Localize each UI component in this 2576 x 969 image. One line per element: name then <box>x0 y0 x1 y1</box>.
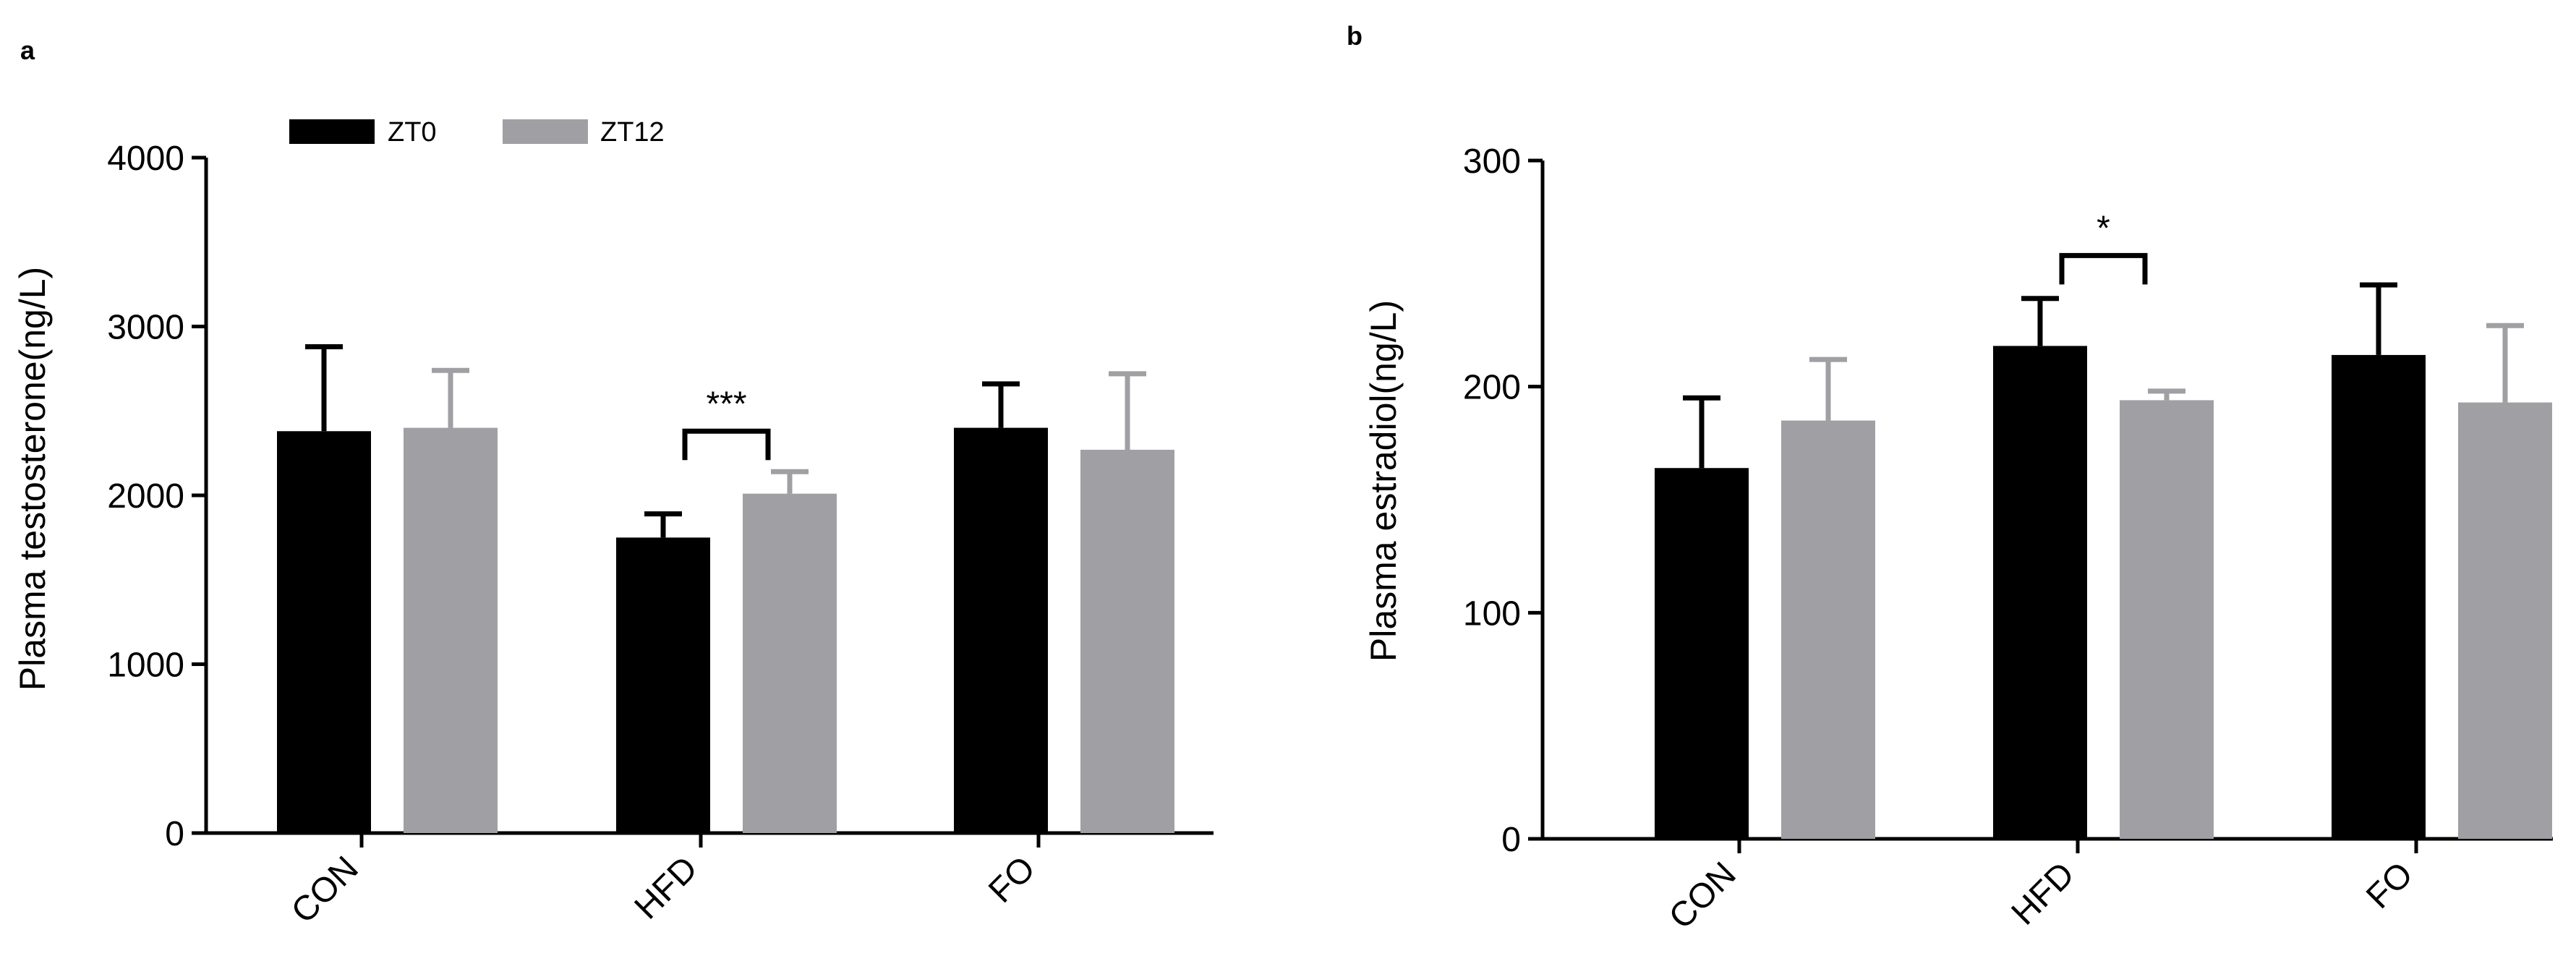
x-tick-label: CON <box>1662 855 1744 936</box>
y-tick-label: 3000 <box>107 309 184 347</box>
legend-label-zt0: ZT0 <box>388 117 437 148</box>
bar <box>277 431 371 833</box>
x-tick-label: HFD <box>2005 855 2082 932</box>
legend-label-zt12: ZT12 <box>600 117 665 148</box>
bar <box>743 493 837 833</box>
x-tick-label: FO <box>981 849 1043 910</box>
y-tick-label: 0 <box>165 815 184 853</box>
y-tick-label: 4000 <box>107 140 184 178</box>
bar <box>954 427 1048 833</box>
y-tick-label: 200 <box>1463 369 1521 407</box>
y-tick-label: 100 <box>1463 594 1521 633</box>
bar <box>2332 354 2426 840</box>
bar <box>2458 402 2552 839</box>
legend-swatch-zt12 <box>503 119 588 144</box>
significance-label: *** <box>706 385 746 423</box>
bar <box>616 537 710 833</box>
panel-b: Plasma estradiol(ng/L) 0 100 200 300 CON HFD F… <box>1363 142 2553 936</box>
y-axis-label: Plasma estradiol(ng/L) <box>1363 300 1404 662</box>
x-tick-label: CON <box>284 849 366 931</box>
y-tick-label: 2000 <box>107 477 184 516</box>
x-tick-label: FO <box>2359 855 2421 916</box>
bar <box>1080 449 1174 833</box>
y-tick-label: 300 <box>1463 142 1521 181</box>
bar <box>2120 400 2214 839</box>
significance-bracket <box>682 428 771 461</box>
bar <box>1655 468 1749 839</box>
panel-label-b: b <box>1347 21 1362 51</box>
bar <box>1993 346 2087 839</box>
y-tick-label: 1000 <box>107 646 184 685</box>
bar <box>404 427 498 833</box>
significance-bracket <box>2059 252 2148 285</box>
y-tick-label: 0 <box>1501 821 1521 859</box>
panel-a: Plasma testosterone(ng/L) 0 1000 2000 3000 4… <box>12 140 1214 931</box>
y-axis-label: Plasma testosterone(ng/L) <box>12 267 53 691</box>
legend: ZT0 ZT12 <box>289 117 665 148</box>
legend-swatch-zt0 <box>289 119 375 144</box>
bar <box>1781 420 1875 839</box>
x-tick-label: HFD <box>628 849 705 926</box>
panel-label-a: a <box>20 35 35 65</box>
significance-label: * <box>2097 209 2110 247</box>
